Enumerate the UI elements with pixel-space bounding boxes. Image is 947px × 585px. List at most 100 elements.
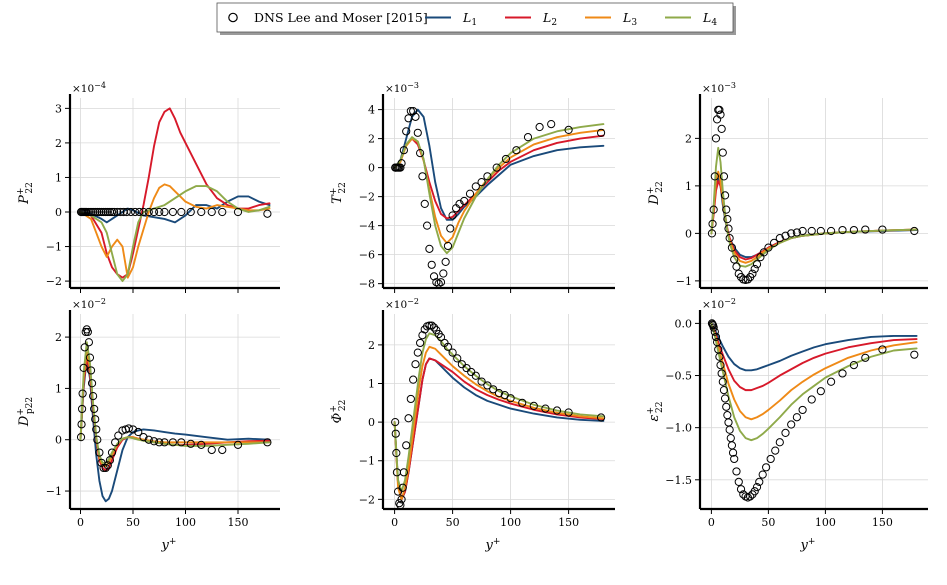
- axis-multiplier-exp: −2: [724, 297, 736, 306]
- dns-point: [720, 191, 730, 200]
- dns-point: [139, 433, 148, 442]
- dns-point: [723, 411, 732, 420]
- dns-point: [79, 363, 88, 372]
- legend-label-L4-sub: 4: [711, 18, 717, 28]
- dns-point: [727, 441, 737, 450]
- dns-point: [455, 199, 464, 208]
- y-tick-label: −1.5: [665, 474, 692, 487]
- dns-point: [792, 413, 802, 422]
- legend-label-L3-base: L: [622, 10, 631, 25]
- x-tick-label: 0: [77, 516, 84, 529]
- y-tick-label: 1: [368, 378, 375, 391]
- legend-label-L2: L2: [542, 10, 557, 28]
- series-L3-line: [710, 170, 918, 264]
- y-tick-label: 0: [685, 227, 692, 240]
- dns-point: [233, 207, 243, 217]
- y-axis-label-text-sub: 22: [655, 181, 665, 192]
- dns-point: [83, 327, 92, 337]
- series-L3-line: [79, 183, 271, 279]
- dns-point: [720, 394, 730, 403]
- y-axis-label-text-base: D: [647, 194, 662, 206]
- dns-point: [807, 395, 816, 404]
- legend-marker-dns: [228, 12, 238, 23]
- dns-point: [99, 207, 108, 217]
- dns-point: [564, 125, 573, 135]
- panel-P22: −2 −1 0 1 2 3 ×10−4 P+22: [16, 81, 280, 293]
- y-tick-label: 0.0: [675, 317, 693, 330]
- dns-point: [263, 438, 272, 447]
- dns-point: [422, 221, 432, 230]
- dns-point: [518, 398, 527, 407]
- y-tick-label: 3: [55, 102, 62, 115]
- dns-point: [155, 438, 164, 447]
- y-axis-label-text-base: P: [17, 195, 32, 205]
- dns-point: [427, 321, 436, 330]
- dns-point: [596, 128, 606, 137]
- dns-point: [416, 149, 425, 158]
- dns-point: [816, 226, 825, 236]
- dns-point: [160, 207, 169, 217]
- dns-point: [501, 154, 511, 164]
- y-tick-label: −1: [46, 485, 62, 498]
- y-tick-label: −1: [359, 455, 375, 468]
- dns-point: [596, 413, 606, 422]
- axis-multiplier: ×10−2: [702, 297, 736, 311]
- y-tick-label: −2: [359, 191, 375, 204]
- dns-point: [910, 226, 919, 236]
- series-L2-line: [393, 357, 605, 501]
- dns-point: [748, 269, 757, 278]
- legend-label-L1-base: L: [462, 10, 471, 25]
- dns-point: [99, 463, 108, 473]
- x-tick-label: 0: [708, 516, 715, 529]
- dns-point: [709, 205, 718, 214]
- y-axis-label-text-base: Φ: [330, 412, 345, 423]
- dns-point: [730, 454, 739, 464]
- dns-point: [732, 262, 741, 271]
- dns-point: [489, 385, 498, 394]
- y-axis-label-text: D+22: [646, 181, 665, 205]
- series-L3-line: [393, 345, 605, 501]
- dns-point: [719, 386, 729, 395]
- x-tick-label: 150: [228, 516, 249, 529]
- y-tick-label: 1: [55, 382, 62, 395]
- series-L1-line: [79, 356, 271, 503]
- dns-point: [717, 124, 726, 133]
- dns-point: [86, 207, 96, 217]
- y-axis-label-text-sub: 22: [25, 182, 35, 193]
- dns-point: [878, 225, 887, 234]
- series-L3-line: [710, 322, 918, 421]
- dns-point: [149, 207, 159, 217]
- dns-point: [411, 112, 420, 121]
- dns-point: [406, 394, 415, 404]
- series-L2-line: [710, 322, 918, 392]
- dns-point: [861, 225, 870, 234]
- dns-point: [391, 429, 400, 438]
- x-axis-label-sup: +: [169, 537, 177, 547]
- series-L2-line: [79, 107, 271, 279]
- dns-point: [726, 433, 735, 443]
- dns-point: [87, 379, 97, 388]
- y-tick-label: 2: [368, 339, 375, 352]
- dns-point: [732, 467, 741, 476]
- dns-point: [746, 492, 755, 501]
- dns-point: [718, 148, 727, 157]
- y-axis-label-text: Φ+22: [329, 400, 348, 424]
- dns-point: [552, 406, 562, 415]
- y-axis-label: P+22: [16, 182, 35, 205]
- dns-point: [90, 404, 99, 414]
- dns-point: [103, 207, 112, 217]
- series-L1-line: [79, 195, 271, 224]
- dns-point: [84, 207, 94, 217]
- y-tick-label: 2: [55, 137, 62, 150]
- dns-point: [420, 199, 429, 208]
- y-tick-label: 0: [55, 434, 62, 447]
- dns-point: [116, 207, 125, 217]
- dns-point: [404, 414, 413, 423]
- dns-point: [413, 348, 422, 357]
- series-L3-line: [79, 351, 271, 468]
- dns-point: [446, 224, 455, 233]
- dns-point: [759, 248, 768, 257]
- dns-point: [849, 225, 859, 235]
- axis-multiplier: ×10−2: [72, 297, 106, 311]
